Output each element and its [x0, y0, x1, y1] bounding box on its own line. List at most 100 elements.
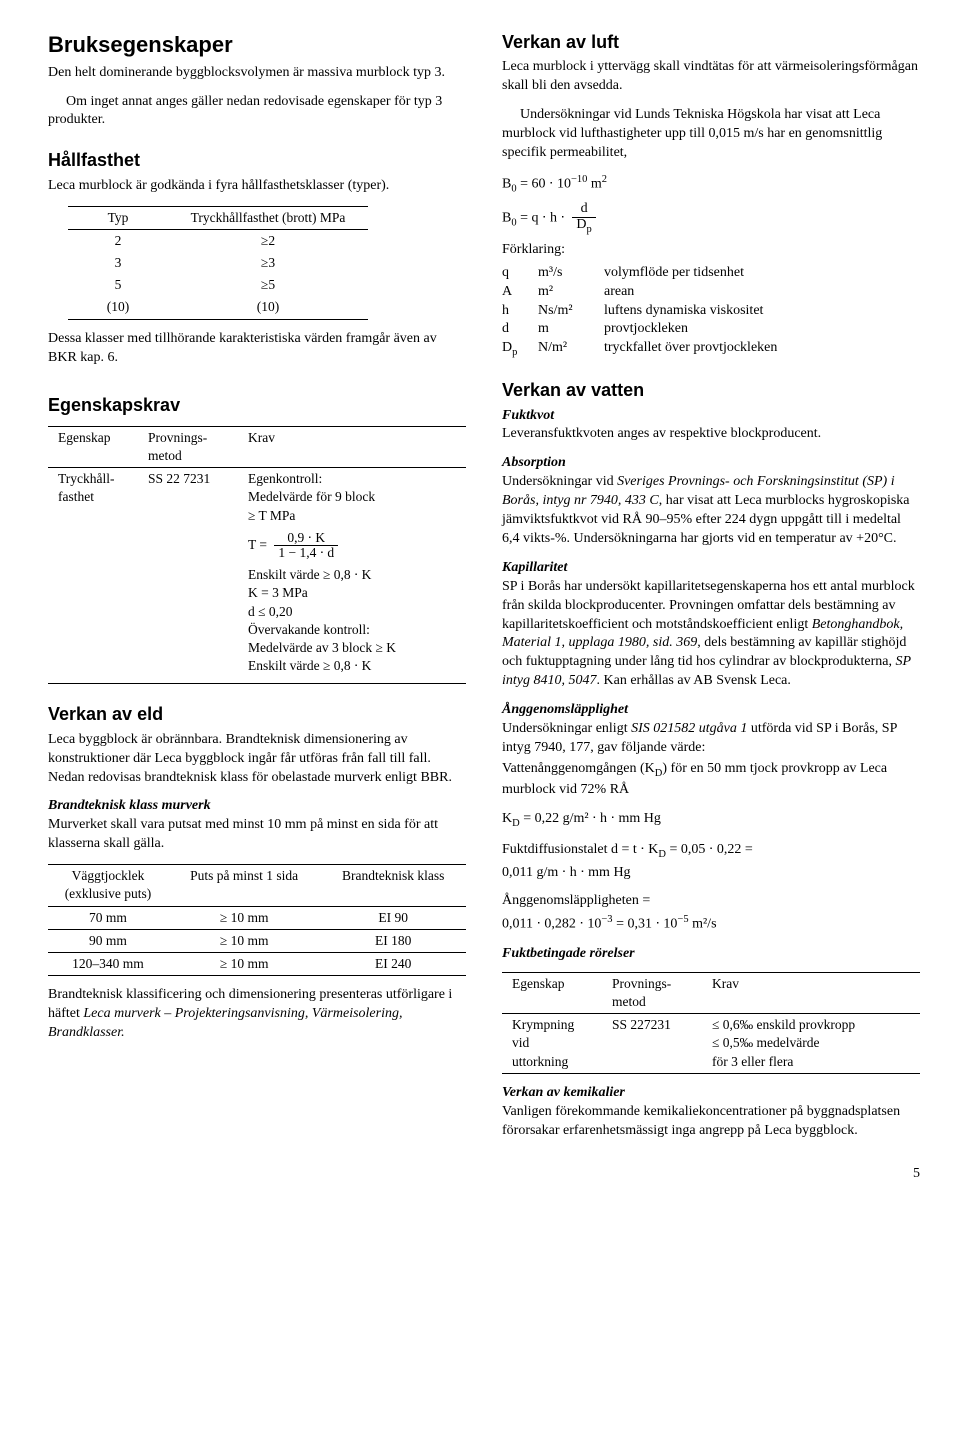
bruks-p1: Den helt dominerande byggblocksvolymen ä…	[48, 64, 466, 83]
frac-den: Dp	[572, 218, 595, 235]
txt: uttorkning	[512, 1054, 568, 1069]
table-row: Krympningviduttorkning SS 227231 ≤ 0,6‰ …	[502, 1014, 920, 1074]
table-row: 5 ≥5	[68, 274, 368, 296]
frac-num: 0,9 ⋅ K	[274, 531, 338, 546]
cell: 120–340 mm	[48, 952, 168, 975]
txt: = 0,22 g/m² ⋅ h ⋅ mm Hg	[520, 811, 661, 826]
eld-p1: Leca byggblock är obrännbara. Brandtekni…	[48, 731, 466, 788]
cell: 90 mm	[48, 929, 168, 952]
txt: Krympning	[512, 1017, 574, 1032]
table-row: (10) (10)	[68, 296, 368, 319]
vat-p3: SP i Borås har undersökt kapillaritetseg…	[502, 578, 920, 691]
txt: B	[502, 176, 511, 191]
def-row: dmprovtjockleken	[502, 320, 920, 339]
def-sym: Dp	[502, 339, 530, 360]
vat-eq3b: 0,011 ⋅ 0,282 ⋅ 10−3 = 0,31 ⋅ 10−5 m²/s	[502, 913, 920, 935]
fuktrorelser-table: Egenskap Provnings-metod Krav Krympningv…	[502, 972, 920, 1074]
ek-c1: Tryckhåll-fasthet	[48, 468, 138, 684]
txt: Medelvärde för 9 block	[248, 489, 375, 504]
txt: m²/s	[689, 917, 717, 932]
txt: (exklusive puts)	[65, 886, 152, 901]
sub-anggenom: Ånggenomsläpplighet	[502, 701, 920, 720]
txt: Fuktdiffusionstalet d = t ⋅ K	[502, 842, 658, 857]
txt: ≤ 0,5‰ medelvärde	[712, 1035, 820, 1050]
txt: Undersökningar vid	[502, 474, 617, 489]
def-desc: luftens dynamiska viskositet	[604, 302, 763, 321]
heading-hallfasthet: Hållfasthet	[48, 148, 466, 172]
txt: för 3 eller flera	[712, 1054, 793, 1069]
vat-eq3a: Ånggenomsläppligheten =	[502, 892, 920, 911]
txt: . Kan erhållas av AB Svensk Leca.	[597, 673, 791, 688]
hall-p1: Leca murblock är godkända i fyra hållfas…	[48, 177, 466, 196]
vat-p2: Undersökningar vid Sveriges Provnings- o…	[502, 473, 920, 549]
table-row: Typ Tryckhållfasthet (brott) MPa	[68, 206, 368, 229]
ek-h2: Provnings-metod	[138, 426, 238, 467]
cell: 5	[68, 274, 168, 296]
cell: ≥ 10 mm	[168, 929, 320, 952]
txt-ital: SIS 021582 utgåva 1	[631, 721, 747, 736]
heading-bruksegenskaper: Bruksegenskaper	[48, 30, 466, 60]
txt: = 0,05 ⋅ 0,22 =	[666, 842, 753, 857]
table-row: Egenskap Provnings-metod Krav	[48, 426, 466, 467]
sub-kemikalier: Verkan av kemikalier	[502, 1084, 920, 1103]
def-row: hNs/m²luftens dynamiska viskositet	[502, 302, 920, 321]
def-row: qm³/svolymflöde per tidsenhet	[502, 264, 920, 283]
txt: d ≤ 0,20	[248, 604, 293, 619]
forklaring-label: Förklaring:	[502, 241, 920, 260]
heading-verkan-vatten: Verkan av vatten	[502, 378, 920, 402]
luft-p2: Undersökningar vid Lunds Tekniska Högsko…	[502, 106, 920, 163]
def-sym: A	[502, 283, 530, 302]
fr-c2: SS 227231	[602, 1014, 702, 1074]
cell: ≥3	[168, 252, 368, 274]
frac-num: d	[572, 202, 595, 218]
def-unit: N/m²	[538, 339, 596, 360]
def-sym: d	[502, 320, 530, 339]
eld-sub1: Brandteknisk klass murverk	[48, 797, 466, 816]
luft-p1: Leca murblock i yttervägg skall vindtäta…	[502, 58, 920, 96]
table-row: 120–340 mm ≥ 10 mm EI 240	[48, 952, 466, 975]
txt: = q ⋅ h ⋅	[517, 211, 569, 226]
vat-p6: Vanligen förekommande kemikaliekoncentra…	[502, 1103, 920, 1141]
def-desc: tryckfallet över provtjockleken	[604, 339, 777, 360]
txt: Vattenånggenomgången (K	[502, 761, 655, 776]
def-unit: Ns/m²	[538, 302, 596, 321]
txt: Enskilt värde ≥ 0,8 ⋅ K	[248, 658, 371, 673]
sub-absorption: Absorption	[502, 454, 920, 473]
page-number: 5	[48, 1165, 920, 1184]
ek-h3: Krav	[238, 426, 466, 467]
table-row: Väggtjocklek(exklusive puts) Puts på min…	[48, 865, 466, 906]
txt: D	[576, 217, 586, 232]
txt: metod	[148, 448, 182, 463]
vat-eq1: KD = 0,22 g/m² ⋅ h ⋅ mm Hg	[502, 810, 920, 831]
bt-h2: Puts på minst 1 sida	[168, 865, 320, 906]
txt: m	[587, 176, 601, 191]
txt: Provnings-	[612, 976, 671, 991]
ek-c2: SS 22 7231	[138, 468, 238, 684]
def-row: Dp N/m² tryckfallet över provtjockleken	[502, 339, 920, 360]
definitions-list: qm³/svolymflöde per tidsenhet Am²arean h…	[502, 264, 920, 361]
ek-h1: Egenskap	[48, 426, 138, 467]
heading-verkan-luft: Verkan av luft	[502, 30, 920, 54]
cell: EI 90	[320, 906, 466, 929]
vat-p5: Vattenånggenomgången (KD) för en 50 mm t…	[502, 760, 920, 800]
txt: ≤ 0,6‰ enskild provkropp	[712, 1017, 855, 1032]
txt: fasthet	[58, 489, 94, 504]
def-row: Am²arean	[502, 283, 920, 302]
sub-fuktkvot: Fuktkvot	[502, 407, 920, 426]
fr-c3: ≤ 0,6‰ enskild provkropp ≤ 0,5‰ medelvärd…	[702, 1014, 920, 1074]
def-unit: m³/s	[538, 264, 596, 283]
txt: = 60 ⋅ 10	[517, 176, 571, 191]
txt: K = 3 MPa	[248, 585, 308, 600]
cell: 70 mm	[48, 906, 168, 929]
egenskapskrav-table: Egenskap Provnings-metod Krav Tryckhåll-…	[48, 426, 466, 685]
fr-c1: Krympningviduttorkning	[502, 1014, 602, 1074]
cell: ≥2	[168, 229, 368, 252]
cell: ≥5	[168, 274, 368, 296]
vat-p4: Undersökningar enligt SIS 021582 utgåva …	[502, 720, 920, 758]
formula-b0-1: B0 = 60 ⋅ 10−10 m2	[502, 173, 920, 197]
fr-h2: Provnings-metod	[602, 972, 702, 1013]
left-column: Bruksegenskaper Den helt dominerande byg…	[48, 30, 466, 1151]
txt: Enskilt värde ≥ 0,8 ⋅ K	[248, 567, 371, 582]
txt: Medelvärde av 3 block ≥ K	[248, 640, 396, 655]
heading-egenskapskrav: Egenskapskrav	[48, 393, 466, 417]
